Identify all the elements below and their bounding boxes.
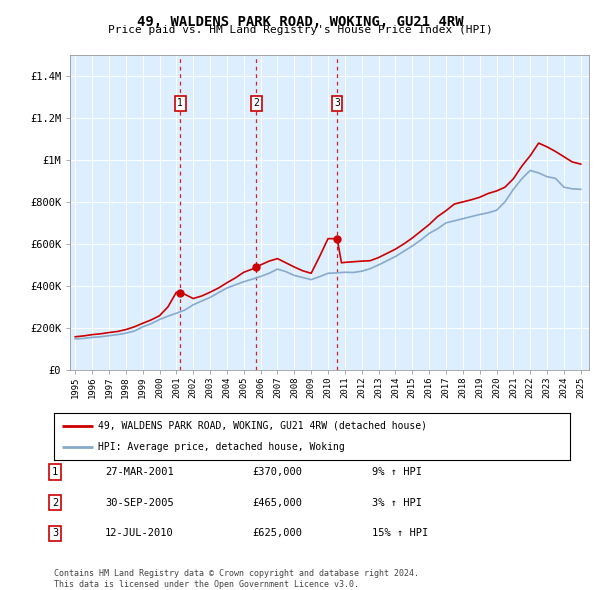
Text: 3% ↑ HPI: 3% ↑ HPI xyxy=(372,498,422,507)
Text: 3: 3 xyxy=(52,529,58,538)
Text: 49, WALDENS PARK ROAD, WOKING, GU21 4RW (detached house): 49, WALDENS PARK ROAD, WOKING, GU21 4RW … xyxy=(98,421,427,431)
Text: 30-SEP-2005: 30-SEP-2005 xyxy=(105,498,174,507)
Text: 15% ↑ HPI: 15% ↑ HPI xyxy=(372,529,428,538)
Text: 49, WALDENS PARK ROAD, WOKING, GU21 4RW: 49, WALDENS PARK ROAD, WOKING, GU21 4RW xyxy=(137,15,463,29)
Text: Price paid vs. HM Land Registry's House Price Index (HPI): Price paid vs. HM Land Registry's House … xyxy=(107,25,493,35)
Text: 2: 2 xyxy=(52,498,58,507)
Text: £625,000: £625,000 xyxy=(252,529,302,538)
Text: 9% ↑ HPI: 9% ↑ HPI xyxy=(372,467,422,477)
Text: £465,000: £465,000 xyxy=(252,498,302,507)
Text: 2: 2 xyxy=(253,98,259,108)
Text: 27-MAR-2001: 27-MAR-2001 xyxy=(105,467,174,477)
Text: 12-JUL-2010: 12-JUL-2010 xyxy=(105,529,174,538)
Text: 3: 3 xyxy=(334,98,340,108)
Text: £370,000: £370,000 xyxy=(252,467,302,477)
Text: Contains HM Land Registry data © Crown copyright and database right 2024.
This d: Contains HM Land Registry data © Crown c… xyxy=(54,569,419,589)
Text: HPI: Average price, detached house, Woking: HPI: Average price, detached house, Woki… xyxy=(98,442,344,453)
Text: 1: 1 xyxy=(52,467,58,477)
Text: 1: 1 xyxy=(177,98,183,108)
